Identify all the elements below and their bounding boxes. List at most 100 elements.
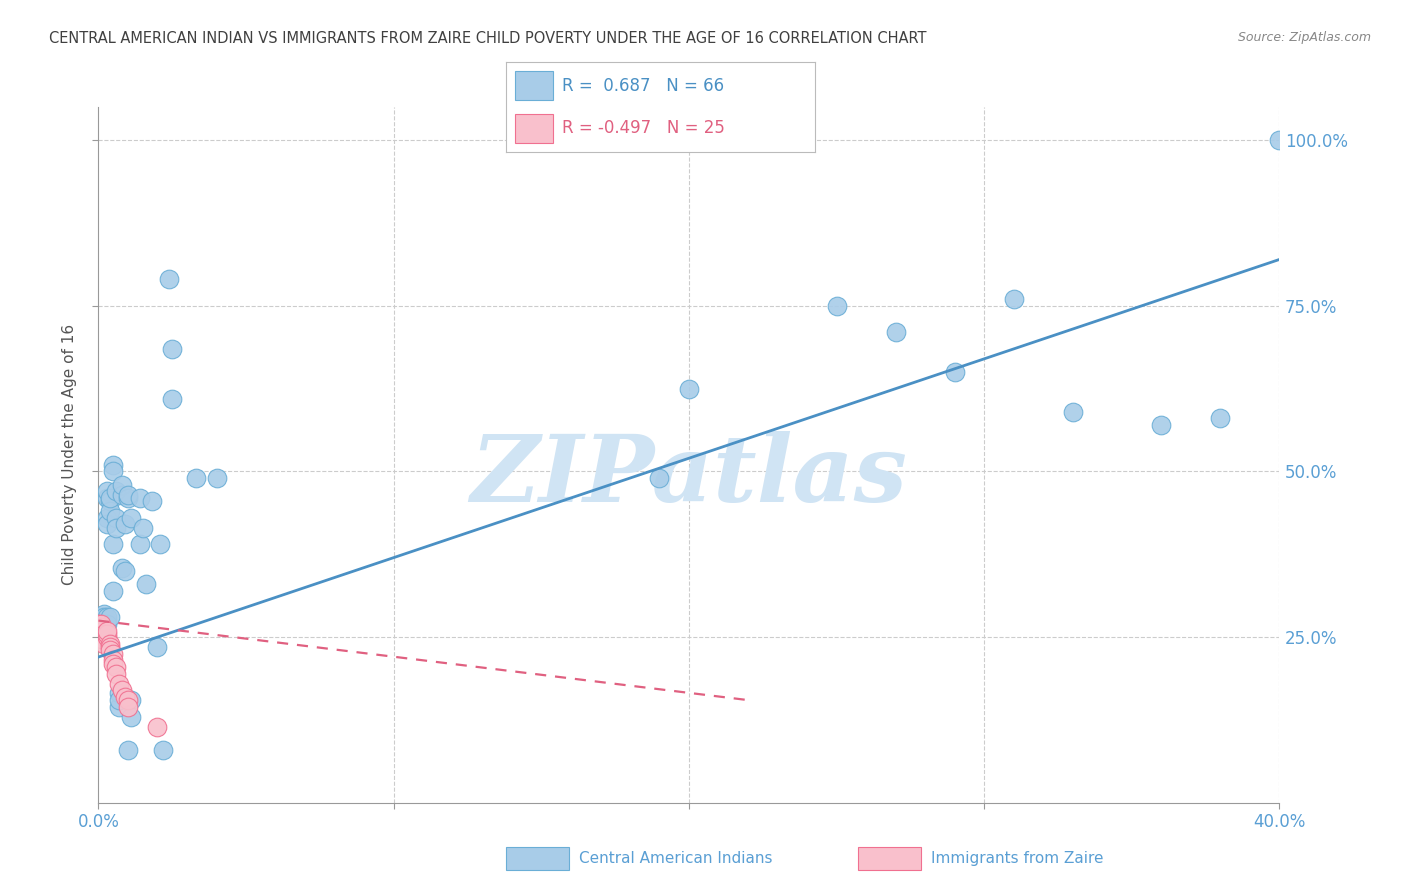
Point [117,491,139,505]
Text: ZIPatlas: ZIPatlas [471,431,907,521]
Point [1062,405,1084,419]
Point [98,504,121,518]
Point [149,537,172,551]
Point [105,511,128,525]
Point [87,616,110,631]
Point [114,690,136,704]
Point [117,693,139,707]
Point [152,743,174,757]
Text: R =  0.687   N = 66: R = 0.687 N = 66 [562,77,724,95]
Point [1268,133,1291,147]
Point [678,382,700,396]
Point [105,660,128,674]
Point [205,471,228,485]
Point [103,465,125,479]
Point [108,693,131,707]
Point [135,577,157,591]
Point [105,521,128,535]
Point [103,653,125,667]
Point [108,699,131,714]
Point [93,607,115,621]
Point [93,610,115,624]
Point [114,517,136,532]
Point [105,666,128,681]
Point [128,491,150,505]
Point [96,624,118,638]
Point [98,491,121,505]
Point [103,537,125,551]
Point [98,494,121,508]
Point [93,614,115,628]
Point [114,564,136,578]
Point [146,640,169,654]
Point [93,637,115,651]
Point [98,640,121,654]
Point [96,616,118,631]
Point [96,511,118,525]
Point [96,610,118,624]
Point [96,491,118,505]
Point [98,637,121,651]
Point [1150,418,1173,433]
Point [184,471,207,485]
Point [943,365,966,379]
Point [120,511,142,525]
Point [146,720,169,734]
Point [93,620,115,634]
Point [103,647,125,661]
Point [103,583,125,598]
Point [111,560,134,574]
Point [96,484,118,499]
Point [96,630,118,644]
Point [825,299,848,313]
Point [93,627,115,641]
Point [90,620,112,634]
Point [132,521,155,535]
Point [90,610,112,624]
Point [648,471,671,485]
Point [141,494,163,508]
Point [96,517,118,532]
Point [128,537,150,551]
Point [117,743,139,757]
Point [90,614,112,628]
Bar [516,71,553,100]
Text: CENTRAL AMERICAN INDIAN VS IMMIGRANTS FROM ZAIRE CHILD POVERTY UNDER THE AGE OF : CENTRAL AMERICAN INDIAN VS IMMIGRANTS FR… [49,31,927,46]
Point [90,616,112,631]
Y-axis label: Child Poverty Under the Age of 16: Child Poverty Under the Age of 16 [62,325,77,585]
Text: R = -0.497   N = 25: R = -0.497 N = 25 [562,120,724,137]
Point [120,709,142,723]
Point [1002,292,1025,306]
Point [117,488,139,502]
Point [103,657,125,671]
Point [98,610,121,624]
Point [96,627,118,641]
Point [93,616,115,631]
Point [98,643,121,657]
Point [111,477,134,491]
Point [87,616,110,631]
Point [120,693,142,707]
Point [96,614,118,628]
Point [93,630,115,644]
Point [93,624,115,638]
Text: Source: ZipAtlas.com: Source: ZipAtlas.com [1237,31,1371,45]
Point [105,484,128,499]
Text: Immigrants from Zaire: Immigrants from Zaire [931,851,1104,865]
Point [162,392,183,406]
Point [90,624,112,638]
Point [162,342,183,356]
Bar [516,114,553,143]
Point [884,326,907,340]
Point [108,686,131,700]
Point [1209,411,1232,425]
Point [90,616,112,631]
Point [157,272,180,286]
Point [117,699,139,714]
Point [90,620,112,634]
Point [111,488,134,502]
Point [103,458,125,472]
Point [108,676,131,690]
Text: Central American Indians: Central American Indians [579,851,773,865]
Point [111,683,134,698]
